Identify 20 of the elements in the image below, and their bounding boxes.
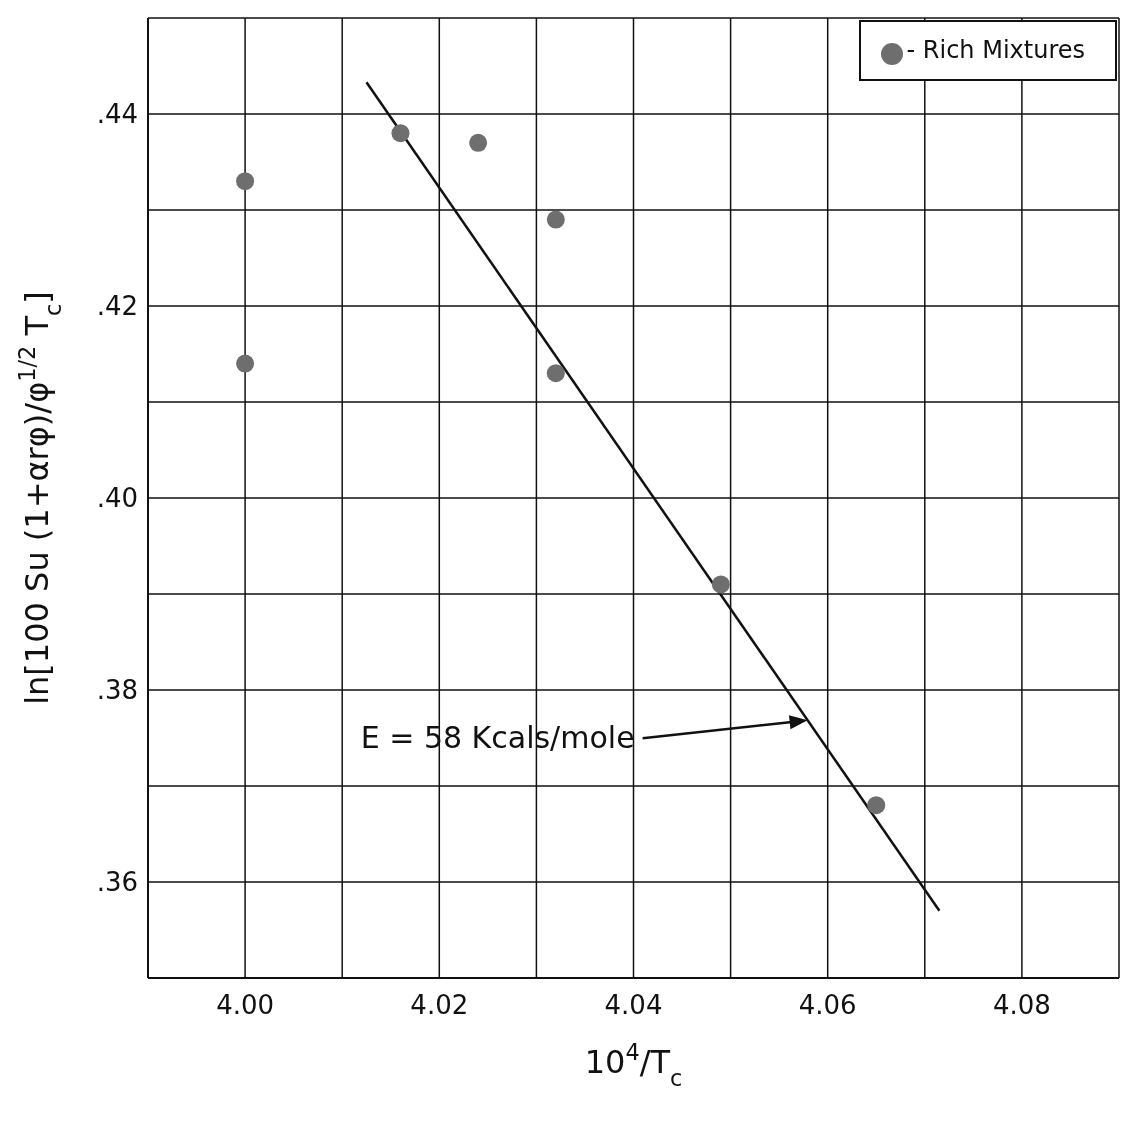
point bbox=[867, 796, 886, 815]
point bbox=[469, 133, 488, 152]
point bbox=[546, 210, 565, 229]
point bbox=[546, 364, 565, 383]
y-tick-label: .40 bbox=[96, 483, 138, 514]
y-tick-label: .42 bbox=[96, 291, 138, 322]
y-tick-label: .44 bbox=[96, 99, 138, 130]
point bbox=[236, 172, 255, 191]
x-tick-label: 4.04 bbox=[604, 990, 663, 1021]
point bbox=[391, 124, 410, 143]
x-axis-title: 10$^{4}$/T$_{c}$ bbox=[584, 1039, 683, 1091]
legend-label: - Rich Mixtures bbox=[906, 36, 1085, 64]
point bbox=[236, 354, 255, 373]
x-tick-label: 4.00 bbox=[216, 990, 275, 1021]
x-tick-label: 4.06 bbox=[798, 990, 857, 1021]
y-tick-label: .38 bbox=[96, 675, 138, 706]
point bbox=[711, 575, 730, 594]
x-tick-label: 4.08 bbox=[992, 990, 1051, 1021]
x-tick-label: 4.02 bbox=[410, 990, 469, 1021]
y-tick-label: .36 bbox=[96, 867, 138, 898]
